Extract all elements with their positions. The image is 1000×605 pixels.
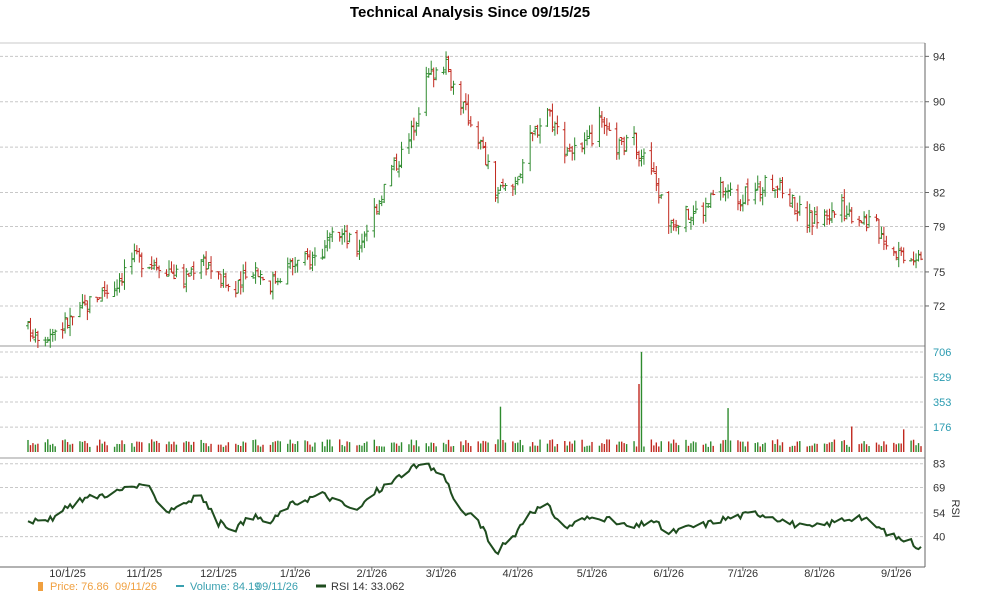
- rsi-line-layer: [27, 462, 922, 556]
- rsi-legend-label: RSI 14: 33.062: [331, 581, 404, 593]
- volume-tick-label: 529: [933, 372, 951, 384]
- price-tick-label: 90: [933, 97, 945, 109]
- x-tick-label: 2/1/26: [357, 568, 388, 580]
- x-tick-label: 4/1/26: [502, 568, 533, 580]
- rsi-tick-label: 54: [933, 508, 945, 520]
- volume-tick-label: 353: [933, 397, 951, 409]
- price-legend-date: 09/11/26: [115, 581, 157, 593]
- rsi-series-line: [27, 462, 922, 556]
- legend: Price: 76.86 09/11/26 Volume: 84.19 09/1…: [38, 581, 404, 593]
- price-tick-label: 94: [933, 51, 945, 63]
- volume-tick-label: 706: [933, 347, 951, 359]
- price-tick-label: 86: [933, 142, 945, 154]
- volume-bars: [27, 352, 922, 452]
- axis-labels: 72 75 79 82 86 90 94 176 353 529 706 40 54 69 83 RSI 10/…: [49, 51, 961, 580]
- chart-title: Technical Analysis Since 09/15/25: [350, 4, 590, 21]
- x-tick-label: 9/1/26: [881, 568, 912, 580]
- grid-layer: [0, 42, 926, 568]
- rsi-tick-label: 40: [933, 532, 945, 544]
- x-tick-label: 6/1/26: [653, 568, 684, 580]
- price-bars: [26, 51, 923, 349]
- x-tick-label: 5/1/26: [577, 568, 608, 580]
- x-tick-label: 10/1/25: [49, 568, 86, 580]
- x-tick-label: 1/1/26: [280, 568, 311, 580]
- price-tick-label: 75: [933, 267, 945, 279]
- x-tick-label: 7/1/26: [728, 568, 759, 580]
- volume-tick-label: 176: [933, 422, 951, 434]
- x-tick-label: 8/1/26: [804, 568, 835, 580]
- x-tick-label: 11/1/25: [126, 568, 162, 580]
- price-legend-label: Price: 76.86: [50, 581, 109, 593]
- rsi-tick-label: 83: [933, 459, 945, 471]
- price-tick-label: 79: [933, 222, 945, 234]
- x-tick-label: 3/1/26: [426, 568, 457, 580]
- x-tick-label: 12/1/25: [200, 568, 237, 580]
- rsi-axis-label: RSI: [949, 500, 961, 518]
- volume-legend-label: Volume: 84.19: [190, 581, 260, 593]
- price-tick-label: 72: [933, 301, 945, 313]
- price-legend-swatch: [38, 582, 43, 591]
- volume-legend-date: 09/11/26: [256, 581, 298, 593]
- price-tick-label: 82: [933, 188, 945, 200]
- rsi-tick-label: 69: [933, 482, 945, 494]
